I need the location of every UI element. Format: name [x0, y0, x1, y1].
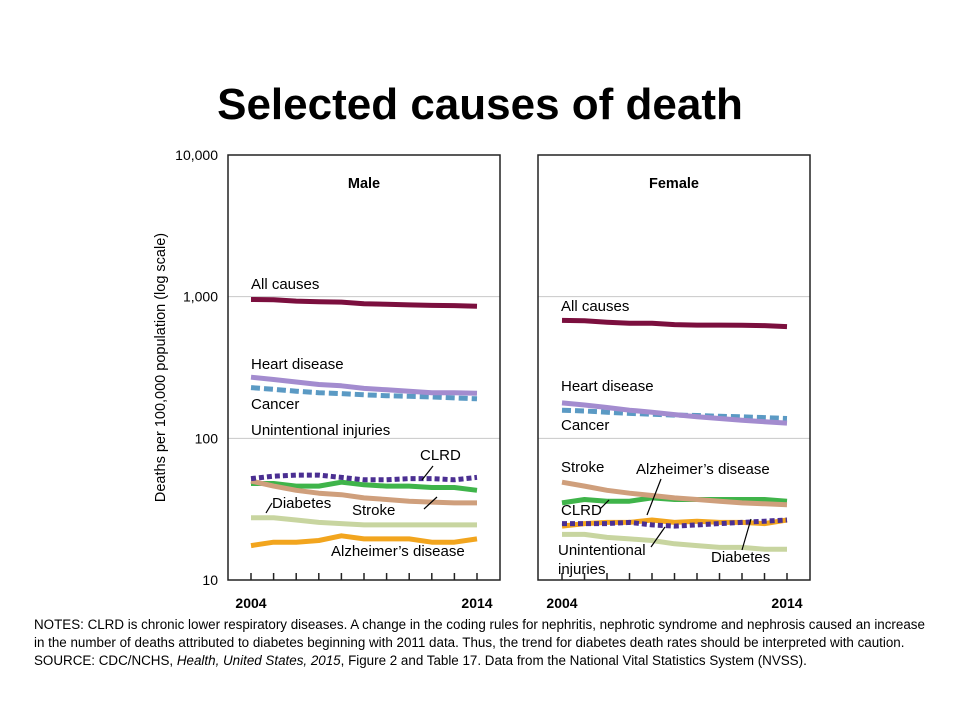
label-leader-line [423, 496, 438, 510]
series-line-diabetes [251, 515, 477, 528]
grid-layer [228, 296, 810, 439]
label-layer: Male Female All causes Heart disease Cancer U… [251, 176, 770, 578]
series-line-heart-disease [561, 400, 788, 426]
y-axis-label: Deaths per 100,000 population (log scale… [153, 233, 169, 502]
label-leader-line [265, 502, 273, 514]
notes: NOTES: CLRD is chronic lower respiratory… [34, 616, 934, 670]
series-line-cancer [250, 385, 478, 402]
label-leader-line [646, 478, 662, 516]
y-tick-label: 100 [195, 430, 219, 446]
label-diabetes: Diabetes [711, 549, 770, 566]
label-leader-line [421, 465, 434, 481]
source-prefix: SOURCE: CDC/NCHS, [34, 653, 177, 668]
source-italic: Health, United States, 2015 [176, 653, 341, 668]
label-cancer: Cancer [561, 417, 609, 434]
x-tick-label: 2004 [235, 595, 266, 611]
label-alzheimers: Alzheimer’s disease [331, 543, 465, 560]
series-line-stroke [561, 479, 788, 508]
label-leader-line [741, 518, 752, 551]
series-line-all-causes [561, 317, 788, 330]
series-line-all-causes [250, 297, 478, 309]
series-line-unintentional-injuries [562, 531, 787, 552]
y-tick-label: 10,000 [175, 147, 218, 163]
label-cancer: Cancer [251, 396, 299, 413]
series-line-heart-disease [250, 374, 478, 396]
x-tick-label: 2014 [771, 595, 802, 611]
x-tick-label: 2004 [546, 595, 577, 611]
label-leader-line [599, 499, 610, 510]
series-line-clrd [562, 517, 788, 529]
slide-title: Selected causes of death [217, 80, 743, 129]
x-tick-label: 2014 [461, 595, 492, 611]
notes-text: NOTES: CLRD is chronic lower respiratory… [34, 617, 925, 650]
label-all-causes: All causes [561, 298, 629, 315]
label-diabetes: Diabetes [272, 495, 331, 512]
frame-layer [227, 154, 811, 581]
series-line-clrd [250, 472, 478, 483]
label-unintentional-injuries-2: injuries [558, 561, 606, 578]
source-suffix: , Figure 2 and Table 17. Data from the N… [340, 653, 807, 668]
label-clrd: CLRD [420, 447, 461, 464]
panel-title: Female [649, 176, 699, 192]
y-tick-label: 10 [202, 572, 218, 588]
label-alzheimers: Alzheimer’s disease [636, 461, 770, 478]
label-heart-disease: Heart disease [561, 378, 654, 395]
y-tick-label: 1,000 [183, 289, 218, 305]
series-line-alzheimers [250, 533, 478, 549]
series-line-stroke [250, 478, 477, 506]
source-text: SOURCE: CDC/NCHS, Health, United States,… [34, 652, 934, 670]
label-all-causes: All causes [251, 276, 319, 293]
label-unintentional-injuries: Unintentional [558, 542, 646, 559]
series-line-green [251, 479, 478, 493]
label-stroke: Stroke [561, 459, 604, 476]
chart: 10,000 1,000 100 10 Deaths per 100,000 popul… [153, 147, 811, 611]
label-heart-disease: Heart disease [251, 356, 344, 373]
label-unintentional-injuries: Unintentional injuries [251, 422, 390, 439]
label-leader-line [650, 526, 666, 548]
panel-title: Male [348, 176, 380, 192]
label-stroke: Stroke [352, 502, 395, 519]
axis-layer: 10,000 1,000 100 10 Deaths per 100,000 popul… [153, 147, 803, 611]
series-layer [250, 297, 788, 552]
label-clrd: CLRD [561, 502, 602, 519]
